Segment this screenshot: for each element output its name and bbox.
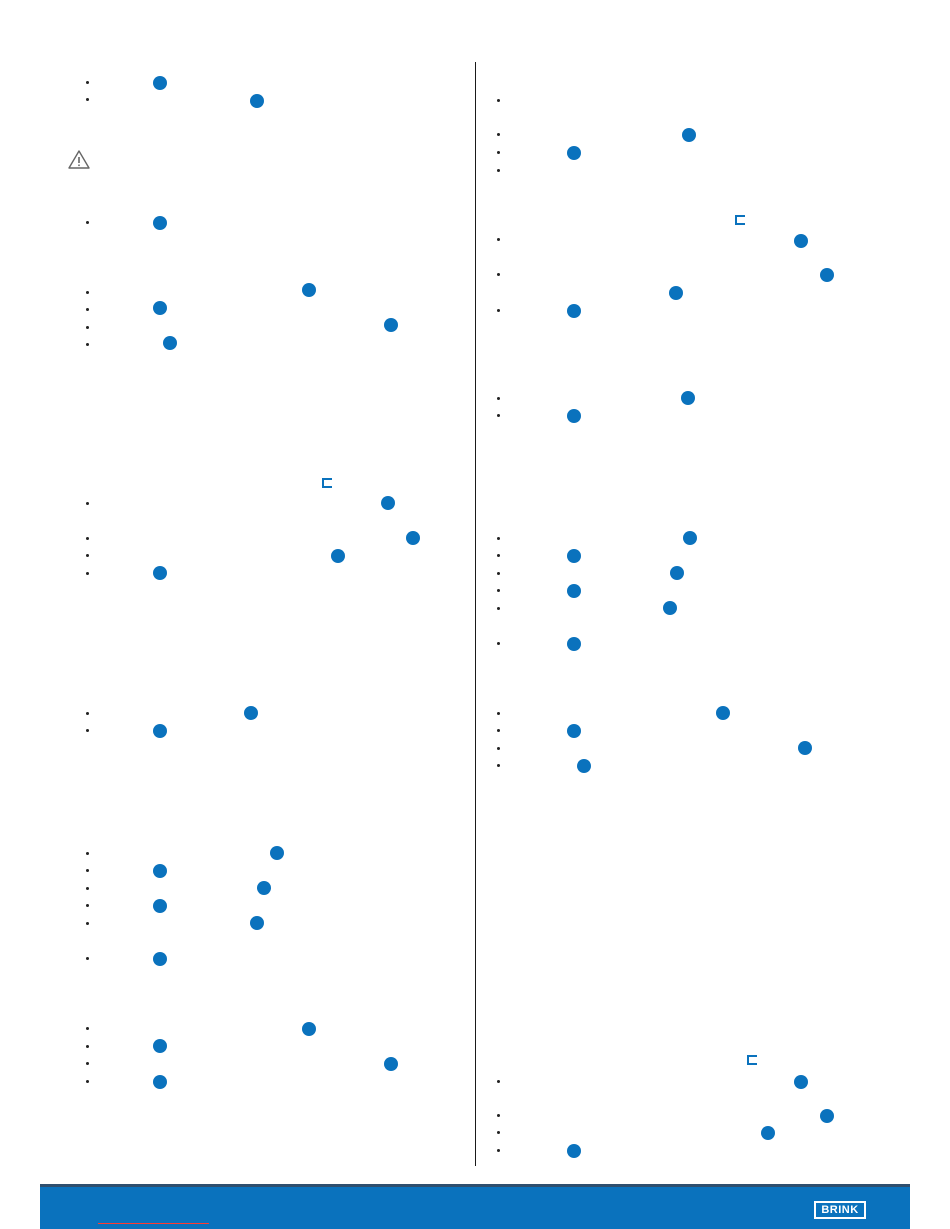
list-bullet bbox=[497, 729, 500, 732]
list-bullet bbox=[86, 291, 89, 294]
reference-marker bbox=[302, 1022, 316, 1036]
reference-marker bbox=[761, 1126, 775, 1140]
brink-logo: BRINK bbox=[814, 1201, 866, 1219]
bracket-icon bbox=[322, 478, 332, 488]
reference-marker bbox=[153, 566, 167, 580]
reference-marker bbox=[567, 724, 581, 738]
reference-marker bbox=[250, 916, 264, 930]
reference-marker bbox=[577, 759, 591, 773]
list-bullet bbox=[86, 572, 89, 575]
list-bullet bbox=[86, 1027, 89, 1030]
list-bullet bbox=[86, 502, 89, 505]
reference-marker bbox=[153, 724, 167, 738]
list-bullet bbox=[497, 747, 500, 750]
reference-marker bbox=[244, 706, 258, 720]
footer-link[interactable] bbox=[98, 1223, 209, 1224]
bracket-icon bbox=[747, 1055, 757, 1065]
reference-marker bbox=[716, 706, 730, 720]
list-bullet bbox=[86, 957, 89, 960]
list-bullet bbox=[86, 729, 89, 732]
list-bullet bbox=[86, 887, 89, 890]
reference-marker bbox=[331, 549, 345, 563]
reference-marker bbox=[153, 864, 167, 878]
list-bullet bbox=[497, 607, 500, 610]
list-bullet bbox=[86, 904, 89, 907]
list-bullet bbox=[86, 308, 89, 311]
list-bullet bbox=[497, 169, 500, 172]
list-bullet bbox=[497, 133, 500, 136]
list-bullet bbox=[497, 1080, 500, 1083]
reference-marker bbox=[384, 318, 398, 332]
list-bullet bbox=[497, 1114, 500, 1117]
list-bullet bbox=[86, 1062, 89, 1065]
reference-marker bbox=[250, 94, 264, 108]
reference-marker bbox=[257, 881, 271, 895]
reference-marker bbox=[302, 283, 316, 297]
reference-marker bbox=[681, 391, 695, 405]
reference-marker bbox=[663, 601, 677, 615]
list-bullet bbox=[86, 98, 89, 101]
reference-marker bbox=[567, 584, 581, 598]
list-bullet bbox=[86, 1080, 89, 1083]
reference-marker bbox=[798, 741, 812, 755]
reference-marker bbox=[153, 899, 167, 913]
list-bullet bbox=[86, 922, 89, 925]
list-bullet bbox=[86, 554, 89, 557]
reference-marker bbox=[153, 216, 167, 230]
reference-marker bbox=[820, 268, 834, 282]
reference-marker bbox=[153, 76, 167, 90]
reference-marker bbox=[270, 846, 284, 860]
list-bullet bbox=[497, 572, 500, 575]
reference-marker bbox=[384, 1057, 398, 1071]
list-bullet bbox=[86, 221, 89, 224]
bracket-icon bbox=[735, 215, 745, 225]
reference-marker bbox=[153, 1075, 167, 1089]
reference-marker bbox=[567, 304, 581, 318]
list-bullet bbox=[497, 309, 500, 312]
list-bullet bbox=[497, 642, 500, 645]
reference-marker bbox=[406, 531, 420, 545]
list-bullet bbox=[497, 554, 500, 557]
list-bullet bbox=[86, 852, 89, 855]
reference-marker bbox=[381, 496, 395, 510]
reference-marker bbox=[567, 409, 581, 423]
reference-marker bbox=[567, 637, 581, 651]
list-bullet bbox=[86, 326, 89, 329]
list-bullet bbox=[497, 151, 500, 154]
reference-marker bbox=[794, 1075, 808, 1089]
list-bullet bbox=[497, 273, 500, 276]
reference-marker bbox=[153, 1039, 167, 1053]
list-bullet bbox=[86, 712, 89, 715]
list-bullet bbox=[497, 414, 500, 417]
reference-marker bbox=[567, 549, 581, 563]
reference-marker bbox=[794, 234, 808, 248]
reference-marker bbox=[683, 531, 697, 545]
list-bullet bbox=[497, 1131, 500, 1134]
list-bullet bbox=[497, 238, 500, 241]
list-bullet bbox=[86, 81, 89, 84]
reference-marker bbox=[163, 336, 177, 350]
list-bullet bbox=[497, 589, 500, 592]
list-bullet bbox=[497, 712, 500, 715]
reference-marker bbox=[567, 146, 581, 160]
reference-marker bbox=[153, 301, 167, 315]
reference-marker bbox=[820, 1109, 834, 1123]
list-bullet bbox=[497, 397, 500, 400]
reference-marker bbox=[670, 566, 684, 580]
list-bullet bbox=[497, 99, 500, 102]
list-bullet bbox=[497, 537, 500, 540]
reference-marker bbox=[682, 128, 696, 142]
list-bullet bbox=[86, 1045, 89, 1048]
reference-marker bbox=[669, 286, 683, 300]
list-bullet bbox=[497, 764, 500, 767]
column-divider bbox=[475, 62, 476, 1166]
footer-bar: BRINK bbox=[40, 1184, 910, 1229]
list-bullet bbox=[497, 1149, 500, 1152]
list-bullet bbox=[86, 537, 89, 540]
reference-marker bbox=[153, 952, 167, 966]
list-bullet bbox=[86, 869, 89, 872]
reference-marker bbox=[567, 1144, 581, 1158]
warning-icon bbox=[68, 150, 90, 169]
list-bullet bbox=[86, 343, 89, 346]
